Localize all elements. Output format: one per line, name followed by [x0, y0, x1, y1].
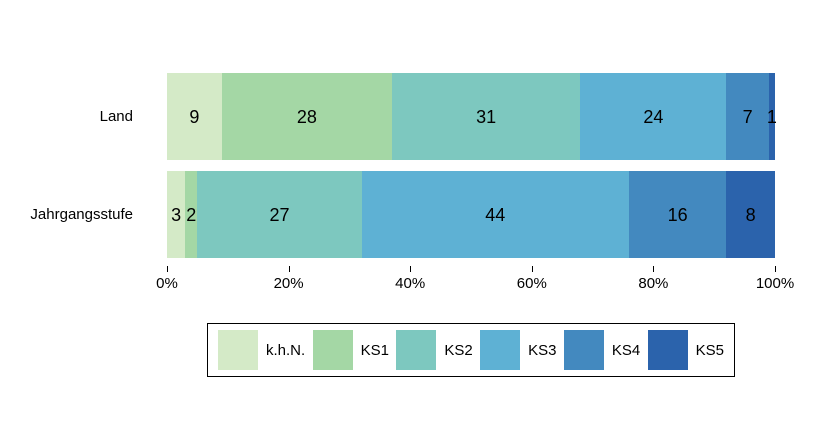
bar-segment: 44	[361, 171, 630, 258]
bar-segment: 24	[580, 73, 727, 160]
legend-label: KS5	[695, 341, 724, 359]
legend-item: KS2	[396, 330, 473, 370]
x-tick-label: 80%	[638, 275, 669, 292]
bar-segment: 7	[726, 73, 769, 160]
legend-item: k.h.N.	[218, 330, 305, 370]
bar-segment-value: 24	[643, 106, 664, 127]
row-label: Jahrgangsstufe	[30, 206, 133, 223]
bar-segment: 1	[766, 73, 777, 160]
bar-segment: 28	[221, 73, 392, 160]
bar-segment: 31	[391, 73, 581, 160]
legend-label: KS1	[360, 341, 389, 359]
x-tick	[775, 266, 776, 272]
bar-row: 3 2 27 44 16 8	[167, 171, 775, 258]
bar-segment: 2	[185, 171, 198, 258]
bar-segment-value: 3	[171, 204, 182, 225]
legend-item: KS5	[647, 330, 724, 370]
bar-segment-value: 27	[269, 204, 290, 225]
legend-swatch	[218, 330, 258, 370]
x-tick	[288, 266, 290, 272]
bar-segment-value: 28	[296, 106, 317, 127]
bar-segment: 8	[726, 171, 775, 258]
x-tick	[653, 266, 655, 272]
bar-segment-value: 44	[485, 204, 506, 225]
legend-label: KS2	[444, 341, 473, 359]
legend-item: KS4	[563, 330, 641, 370]
x-tick-label: 100%	[755, 275, 795, 292]
x-tick	[167, 266, 168, 272]
bar-segment-value: 7	[742, 106, 753, 127]
x-tick	[531, 266, 533, 272]
bar-segment-value: 16	[667, 204, 688, 225]
bar-segment-value: 31	[476, 106, 497, 127]
bar-segment-value: 2	[186, 204, 197, 225]
bar-segment: 9	[167, 73, 222, 160]
x-tick	[410, 266, 412, 272]
bar-segment: 16	[629, 171, 727, 258]
legend-label: k.h.N.	[266, 341, 306, 359]
row-label: Land	[99, 108, 133, 125]
legend-swatch	[312, 330, 353, 370]
bar-segment: 3	[167, 171, 186, 258]
bar-segment: 27	[197, 171, 362, 258]
x-tick-label: 40%	[395, 275, 426, 292]
bar-segment-value: 1	[766, 106, 777, 127]
legend-label: KS4	[611, 341, 641, 359]
legend-item: KS3	[480, 330, 556, 370]
bar-segment-value: 8	[745, 204, 756, 225]
legend-swatch	[396, 330, 437, 370]
plot-area: 9 28 31 24 7 1 3 2 27 44 16 8	[167, 0, 777, 300]
legend: k.h.N. KS1 KS2 KS3 KS4 KS5	[207, 323, 735, 377]
legend-swatch	[647, 330, 688, 370]
x-tick-label: 20%	[273, 275, 304, 292]
legend-label: KS3	[528, 341, 557, 359]
bar-segment-value: 9	[189, 106, 200, 127]
x-tick-label: 60%	[516, 275, 547, 292]
legend-swatch	[563, 330, 604, 370]
legend-item: KS1	[312, 330, 389, 370]
bar-row: 9 28 31 24 7 1	[167, 73, 777, 160]
x-tick-label: 0%	[156, 275, 178, 292]
legend-swatch	[480, 330, 521, 370]
